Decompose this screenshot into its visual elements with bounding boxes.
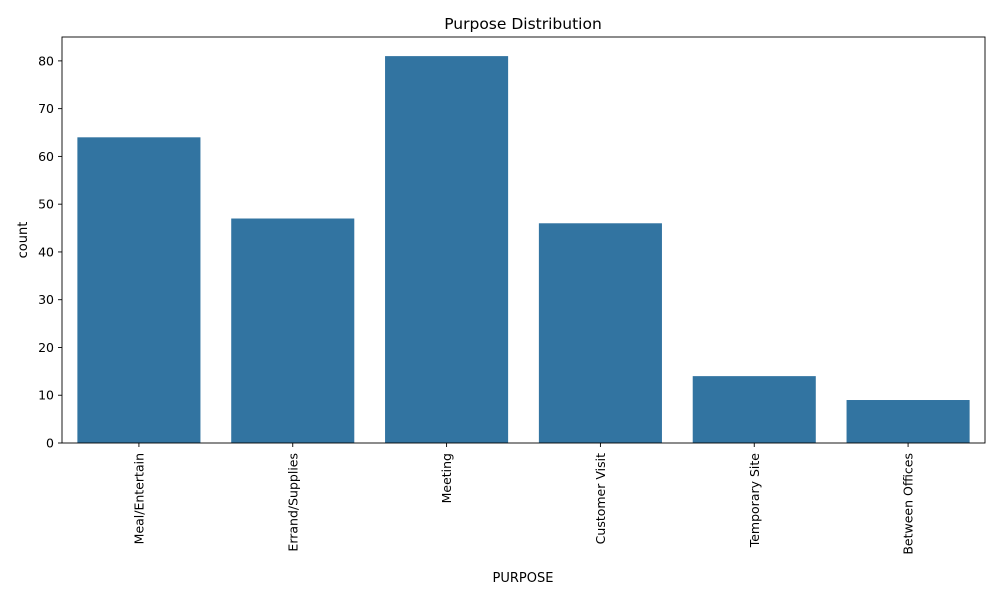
y-axis: 0 10 20 30 40 50 60 70 80 [38,53,62,451]
bar-errand-supplies [231,218,355,443]
x-tick-label: Temporary Site [747,453,762,549]
x-tick-label: Customer Visit [593,453,608,544]
bar-customer-visit [538,223,662,443]
x-axis-label: PURPOSE [493,571,554,586]
x-tick-label: Errand/Supplies [285,453,300,552]
bar-between-offices [846,400,970,443]
x-tick-label: Meeting [439,453,454,503]
x-tick-label: Meal/Entertain [131,453,146,544]
bar-temporary-site [692,376,816,443]
y-axis-label: count [16,222,31,259]
y-tick-label: 50 [38,197,54,212]
y-tick-label: 70 [38,101,54,116]
y-tick-label: 60 [38,149,54,164]
y-tick-label: 20 [38,340,54,355]
bars-layer [77,56,970,444]
bar-meal-entertain [77,137,201,443]
y-tick-label: 10 [38,388,54,403]
x-axis: Meal/Entertain Errand/Supplies Meeting Cust… [131,443,916,555]
y-tick-label: 0 [46,436,54,451]
x-tick-label: Between Offices [901,453,916,555]
y-tick-label: 40 [38,244,54,259]
plot-frame [61,36,986,444]
bar-meeting [385,56,509,444]
y-tick-label: 30 [38,292,54,307]
chart-title: Purpose Distribution [444,15,602,33]
y-tick-label: 80 [38,53,54,68]
